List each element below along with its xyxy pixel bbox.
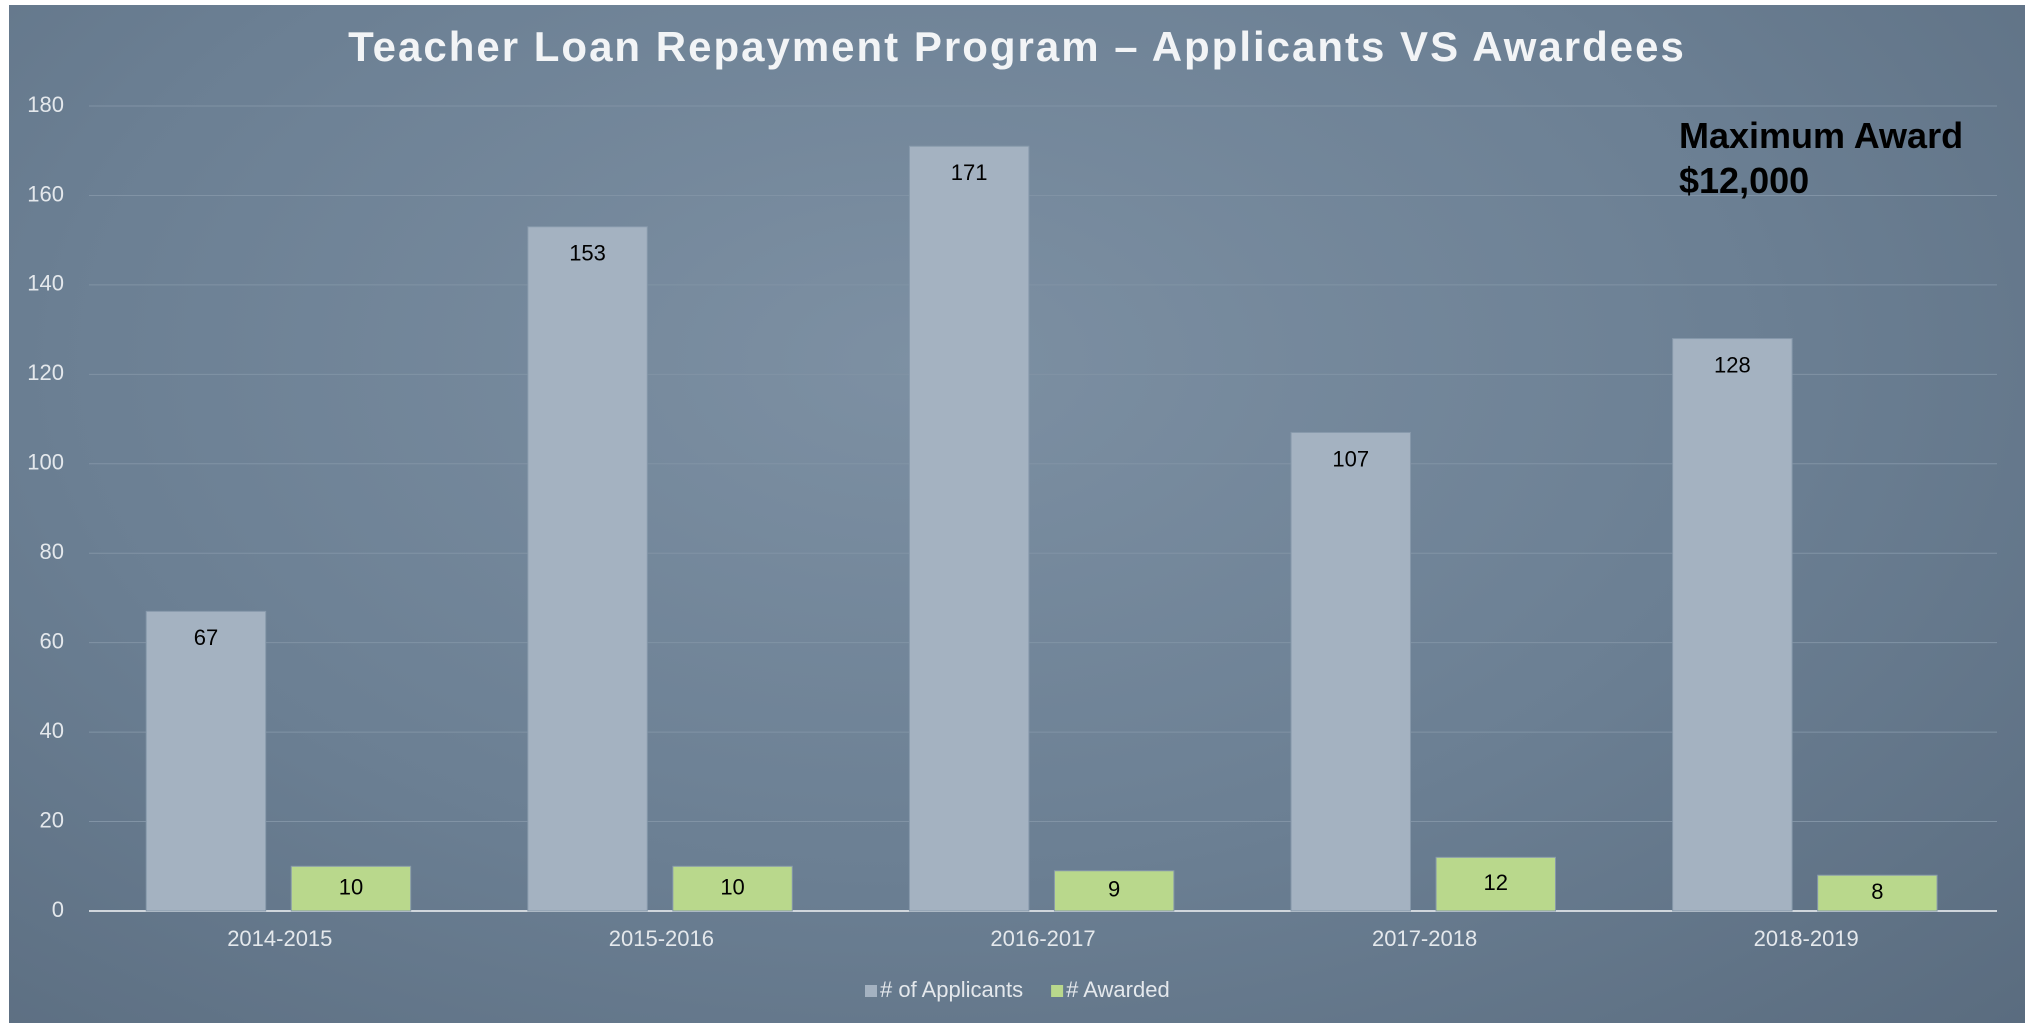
data-label: 10 bbox=[720, 874, 744, 899]
chart-area: Teacher Loan Repayment Program – Applica… bbox=[9, 5, 2025, 1023]
legend-swatch bbox=[865, 985, 877, 997]
bar bbox=[1053, 870, 1175, 912]
chart: Teacher Loan Repayment Program – Applica… bbox=[27, 23, 1997, 1002]
y-tick-label: 20 bbox=[40, 807, 64, 832]
data-label: 153 bbox=[569, 241, 606, 266]
bar bbox=[290, 865, 412, 912]
bar bbox=[145, 610, 267, 912]
data-label: 8 bbox=[1871, 879, 1883, 904]
data-label: 67 bbox=[194, 625, 218, 650]
bar bbox=[908, 145, 1030, 912]
y-tick-label: 120 bbox=[27, 360, 64, 385]
data-label: 12 bbox=[1484, 870, 1508, 895]
data-label: 128 bbox=[1714, 352, 1751, 377]
y-tick-label: 40 bbox=[40, 718, 64, 743]
bar bbox=[1672, 338, 1793, 912]
data-label: 107 bbox=[1332, 446, 1369, 471]
legend-swatch bbox=[1051, 985, 1064, 997]
y-tick-label: 60 bbox=[40, 628, 64, 653]
y-tick-label: 180 bbox=[27, 92, 64, 117]
x-tick-label: 2014-2015 bbox=[227, 926, 332, 951]
x-tick-label: 2017-2018 bbox=[1372, 926, 1477, 951]
y-tick-label: 160 bbox=[27, 181, 64, 206]
bar bbox=[1435, 856, 1556, 912]
bar bbox=[527, 226, 648, 912]
bar bbox=[672, 865, 793, 912]
data-label: 10 bbox=[339, 874, 363, 899]
x-tick-label: 2016-2017 bbox=[990, 926, 1095, 951]
data-label: 9 bbox=[1108, 877, 1120, 902]
bar bbox=[1817, 874, 1938, 912]
y-tick-label: 80 bbox=[40, 539, 64, 564]
x-tick-label: 2018-2019 bbox=[1754, 926, 1859, 951]
annotation: Maximum Award $12,000 bbox=[1679, 115, 1964, 201]
chart-title: Teacher Loan Repayment Program – Applica… bbox=[348, 23, 1686, 70]
data-label: 171 bbox=[951, 160, 988, 185]
bar bbox=[1290, 431, 1411, 912]
y-tick-label: 140 bbox=[27, 271, 64, 296]
legend-label: # Awarded bbox=[1066, 977, 1170, 1002]
y-tick-label: 100 bbox=[27, 450, 64, 475]
x-tick-label: 2015-2016 bbox=[609, 926, 714, 951]
legend-label: # of Applicants bbox=[880, 977, 1023, 1002]
y-tick-label: 0 bbox=[52, 897, 64, 922]
